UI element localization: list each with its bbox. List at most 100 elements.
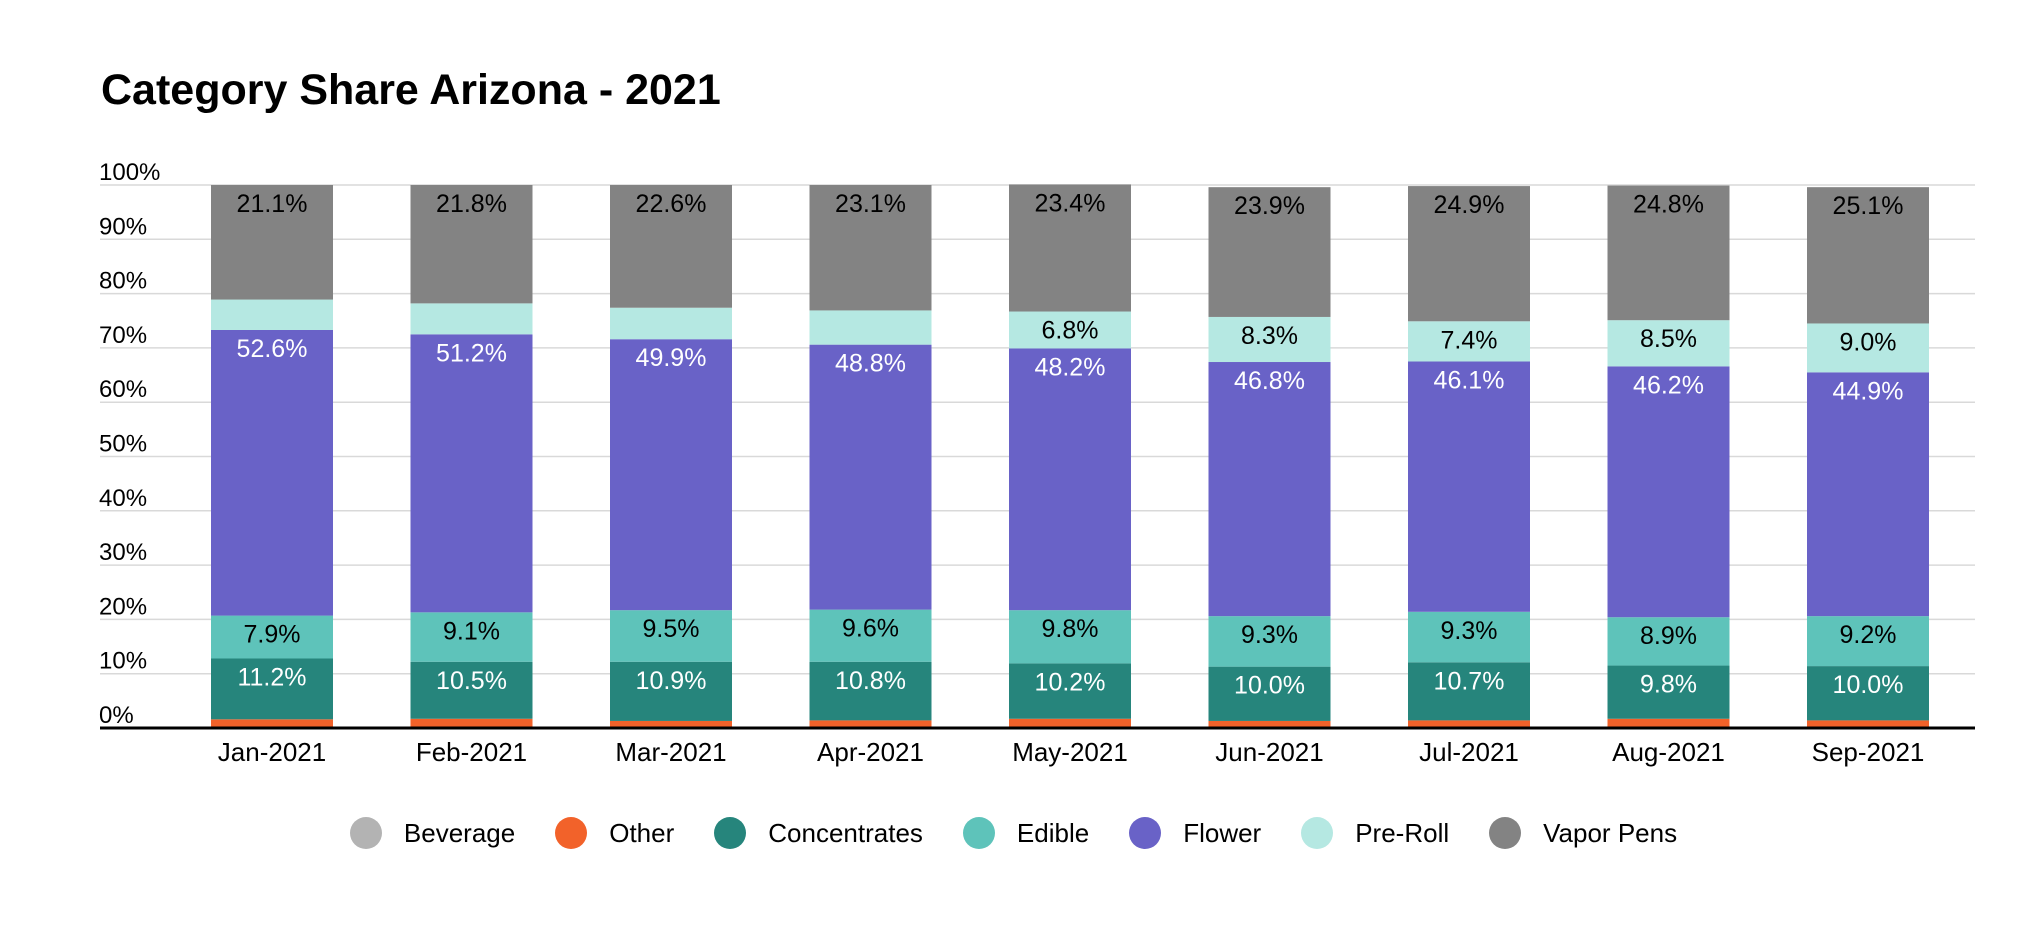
x-tick-label: May-2021 (1012, 737, 1128, 767)
data-label: 10.2% (1035, 668, 1106, 696)
legend: Beverage Other Concentrates Edible Flower Pre… (0, 817, 2027, 849)
bar-segment-pre-roll (1607, 320, 1730, 367)
data-label: 9.1% (443, 617, 500, 645)
data-label: 22.6% (636, 190, 707, 218)
bar-segment-other (211, 719, 333, 727)
bar-segment-concentrates (410, 661, 533, 719)
x-tick-label: Aug-2021 (1612, 737, 1725, 767)
data-label: 10.5% (436, 667, 507, 695)
bars (211, 184, 1929, 728)
legend-item: Pre-Roll (1301, 817, 1449, 849)
bar-segment-edible (1408, 611, 1530, 663)
legend-swatch (349, 817, 382, 849)
data-label: 10.9% (636, 667, 707, 695)
data-label: 51.2% (436, 339, 507, 367)
bar-segment-flower (809, 344, 932, 610)
legend-item: Edible (962, 817, 1090, 849)
legend-label: Flower (1183, 817, 1262, 848)
bar-segment-flower (410, 334, 533, 613)
bar-segment-other (1807, 720, 1929, 727)
bar-segment-edible (1009, 610, 1131, 664)
bar-segment-concentrates (211, 658, 333, 720)
data-label: 10.8% (835, 667, 906, 695)
legend-label: Concentrates (768, 817, 923, 848)
data-label: 9.6% (842, 615, 899, 643)
bar-segment-concentrates (1009, 663, 1131, 719)
legend-swatch (555, 817, 588, 849)
x-tick-label: Sep-2021 (1812, 737, 1925, 767)
bar-segment-concentrates (610, 661, 732, 721)
data-label: 10.0% (1234, 672, 1305, 700)
y-tick-label: 90% (99, 213, 147, 240)
data-label: 24.8% (1633, 191, 1704, 219)
data-label: 10.0% (1833, 671, 1904, 699)
legend-swatch (714, 817, 747, 849)
bar-segment-other (1607, 718, 1730, 727)
bar-segment-flower (1807, 372, 1929, 617)
data-label: 49.9% (636, 344, 707, 372)
bar-segment-pre-roll (1009, 311, 1131, 349)
data-label: 9.8% (1042, 615, 1099, 643)
data-label: 8.9% (1640, 622, 1697, 650)
bar-segment-other (809, 720, 932, 727)
data-label: 46.8% (1234, 367, 1305, 395)
bar-segment-other (610, 720, 732, 727)
bar-segment-pre-roll (610, 307, 732, 340)
data-label: 9.3% (1441, 617, 1498, 645)
bar-segment-pre-roll (1208, 316, 1331, 363)
y-tick-label: 10% (99, 648, 147, 675)
bar-segment-flower (1408, 361, 1530, 612)
y-tick-label: 20% (99, 593, 147, 620)
bar-segment-other (1208, 720, 1331, 727)
data-label: 23.1% (835, 190, 906, 218)
bar-segment-pre-roll (1807, 323, 1929, 373)
bar-segment-edible (211, 615, 333, 659)
y-tick-label: 100% (99, 159, 160, 186)
y-tick-label: 40% (99, 485, 147, 512)
legend-label: Other (609, 817, 675, 848)
bar-segment-edible (1208, 616, 1331, 667)
data-label: 7.4% (1441, 326, 1498, 354)
data-label: 52.6% (237, 335, 308, 363)
bar-segment-vapor-pens (1607, 185, 1730, 321)
data-label: 46.1% (1434, 366, 1505, 394)
bar-segment-flower (1009, 348, 1131, 611)
data-label: 9.2% (1840, 621, 1897, 649)
y-tick-label: 0% (99, 702, 134, 729)
y-tick-label: 30% (99, 539, 147, 566)
legend-label: Edible (1016, 817, 1090, 848)
data-labels: 11.2% 7.9% 52.6% 21.1% 10.5% 9.1% 51.2% 21.8% 10… (237, 189, 1904, 699)
x-tick-label: Jan-2021 (218, 737, 326, 767)
legend-label: Beverage (403, 817, 516, 848)
bar-segment-flower (1607, 366, 1730, 618)
bar-segment-vapor-pens (809, 185, 932, 311)
data-label: 25.1% (1833, 192, 1904, 220)
bar-segment-vapor-pens (610, 185, 732, 308)
data-label: 8.5% (1640, 325, 1697, 353)
bar-segment-vapor-pens (1009, 184, 1131, 312)
bar-segment-vapor-pens (410, 185, 533, 304)
data-label: 24.9% (1434, 191, 1505, 219)
bar-segment-other (410, 718, 533, 727)
bar-segment-flower (1208, 362, 1331, 617)
x-tick-label: Apr-2021 (817, 737, 924, 767)
bar-segment-concentrates (1807, 666, 1929, 721)
data-label: 48.2% (1035, 353, 1106, 381)
bar-segment-edible (610, 610, 732, 662)
y-tick-label: 80% (99, 268, 147, 295)
legend-swatch (1489, 817, 1522, 849)
bar-segment-flower (211, 329, 333, 616)
bar-segment-pre-roll (1408, 321, 1530, 362)
x-tick-label: Mar-2021 (615, 737, 726, 767)
bar-segment-other (1408, 720, 1530, 727)
x-axis-ticks: Jan-2021 Feb-2021 Mar-2021 Apr-2021 May-2021… (218, 737, 1925, 767)
bar-segment-pre-roll (809, 310, 932, 345)
data-label: 48.8% (835, 350, 906, 378)
data-label: 10.7% (1434, 667, 1505, 695)
bar-segment-concentrates (1208, 666, 1331, 721)
bar-segment-vapor-pens (211, 185, 333, 300)
data-label: 21.8% (436, 190, 507, 218)
legend-item: Beverage (349, 817, 516, 849)
legend-label: Vapor Pens (1543, 817, 1678, 848)
bar-segment-vapor-pens (1408, 186, 1530, 322)
